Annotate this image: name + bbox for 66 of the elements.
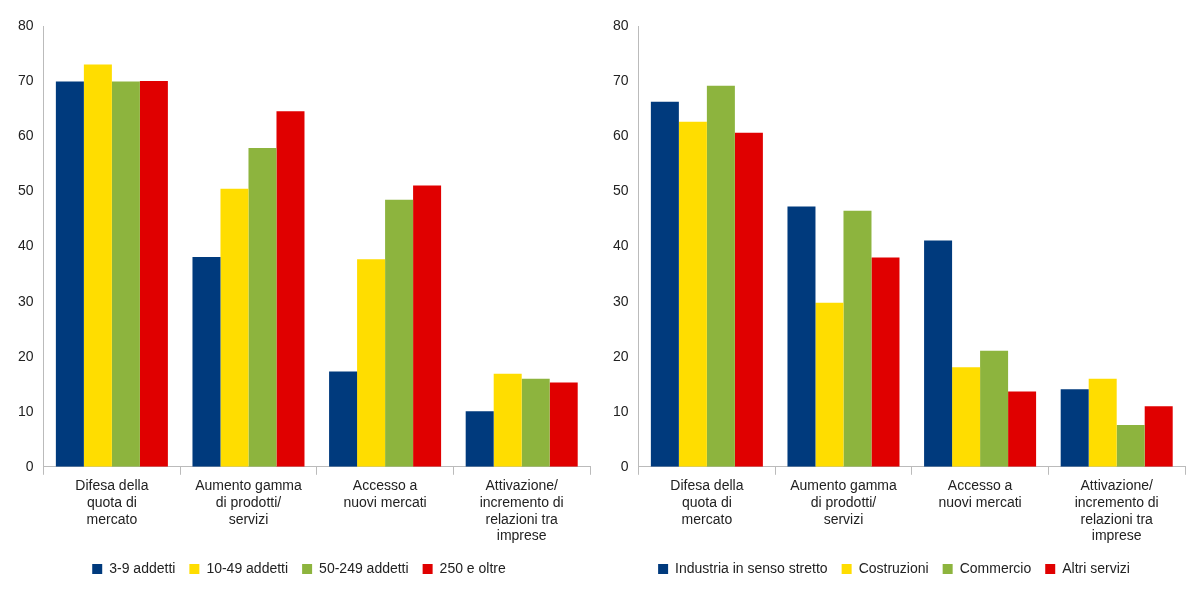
bar — [521, 378, 550, 467]
legend-label: 250 e oltre — [439, 559, 506, 576]
x-tick-label: Attivazione/ incremento di relazioni tra imprese — [1074, 477, 1159, 544]
bar — [1008, 391, 1037, 467]
legend-label: Commercio — [959, 559, 1032, 576]
x-tick-label: Difesa della quota di mercato — [75, 477, 149, 527]
y-tick-label: 80 — [612, 17, 629, 34]
bar — [139, 80, 168, 467]
legend-label: 3-9 addetti — [109, 559, 176, 576]
bar — [55, 81, 84, 467]
y-tick-label: 20 — [612, 347, 629, 364]
x-tick-label: Accesso a nuovi mercati — [343, 477, 427, 510]
y-tick-label: 30 — [17, 292, 34, 309]
bar — [465, 411, 494, 467]
bar — [1116, 424, 1145, 467]
bar — [276, 111, 305, 467]
y-tick-label: 80 — [17, 17, 34, 34]
y-tick-label: 60 — [612, 127, 629, 144]
y-tick-label: 70 — [612, 72, 629, 89]
bar — [980, 350, 1009, 467]
bar — [413, 185, 442, 467]
bar — [734, 132, 763, 467]
legend-label: Altri servizi — [1062, 559, 1130, 576]
y-tick-label: 50 — [612, 182, 629, 199]
bar — [357, 259, 386, 467]
bar — [111, 81, 140, 467]
y-tick-label: 20 — [17, 347, 34, 364]
bar — [549, 382, 578, 467]
bar — [1060, 389, 1089, 467]
bar — [1144, 406, 1173, 467]
y-tick-label: 60 — [17, 127, 34, 144]
y-tick-label: 0 — [25, 457, 34, 474]
bar — [192, 257, 221, 467]
y-tick-label: 50 — [17, 182, 34, 199]
bar — [871, 257, 900, 467]
y-tick-label: 40 — [612, 237, 629, 254]
y-tick-label: 30 — [612, 292, 629, 309]
bar — [787, 206, 816, 467]
y-tick-label: 10 — [17, 402, 34, 419]
bar — [1088, 378, 1117, 467]
x-tick-label: Difesa della quota di mercato — [670, 477, 744, 527]
bar — [650, 101, 679, 467]
bar — [329, 371, 358, 467]
x-tick-label: Aumento gamma di prodotti/ servizi — [790, 477, 897, 527]
x-tick-label: Attivazione/ incremento di relazioni tra imprese — [479, 477, 564, 544]
y-tick-label: 0 — [620, 457, 629, 474]
bar — [706, 85, 735, 467]
x-tick-label: Accesso a nuovi mercati — [938, 477, 1022, 510]
bar — [924, 240, 953, 467]
bar — [385, 199, 414, 467]
bar — [83, 64, 112, 467]
legend-label: Costruzioni — [858, 559, 929, 576]
y-tick-label: 70 — [17, 72, 34, 89]
y-tick-label: 40 — [17, 237, 34, 254]
bar — [952, 367, 981, 467]
y-tick-label: 10 — [612, 402, 629, 419]
legend-label: 50-249 addetti — [319, 559, 409, 576]
bar — [248, 148, 277, 467]
bar — [843, 210, 872, 467]
bar — [678, 121, 707, 467]
bar — [220, 188, 249, 467]
legend-label: 10-49 addetti — [206, 559, 289, 576]
bar — [815, 302, 844, 467]
bar — [493, 373, 522, 467]
x-tick-label: Aumento gamma di prodotti/ servizi — [195, 477, 302, 527]
legend-label: Industria in senso stretto — [675, 559, 828, 576]
